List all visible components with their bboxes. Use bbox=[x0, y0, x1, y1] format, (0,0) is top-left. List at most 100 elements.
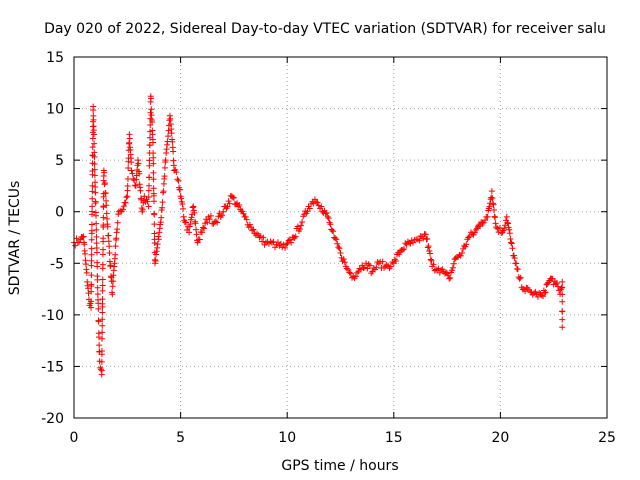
data-point bbox=[433, 266, 440, 273]
data-point bbox=[102, 189, 109, 196]
data-point bbox=[363, 260, 370, 267]
data-point bbox=[514, 266, 521, 273]
data-point bbox=[387, 263, 394, 270]
data-point bbox=[107, 262, 114, 269]
data-point bbox=[83, 269, 90, 276]
data-point bbox=[136, 170, 143, 177]
data-point bbox=[99, 287, 106, 294]
data-point bbox=[516, 275, 523, 282]
data-point bbox=[508, 239, 515, 246]
data-point bbox=[488, 194, 495, 201]
data-point bbox=[147, 115, 154, 122]
data-point bbox=[177, 186, 184, 193]
data-point bbox=[85, 290, 92, 297]
data-point bbox=[106, 243, 113, 250]
data-point bbox=[94, 263, 101, 270]
data-point bbox=[89, 195, 96, 202]
data-point bbox=[427, 250, 434, 257]
data-point bbox=[180, 205, 187, 212]
data-point bbox=[137, 187, 144, 194]
data-point bbox=[120, 203, 127, 210]
data-point bbox=[95, 318, 102, 325]
data-point bbox=[150, 154, 157, 161]
data-point bbox=[314, 199, 321, 206]
data-point bbox=[89, 135, 96, 142]
data-point bbox=[484, 213, 491, 220]
data-point bbox=[259, 238, 266, 245]
data-point bbox=[436, 269, 443, 276]
data-point bbox=[508, 240, 515, 247]
data-point bbox=[174, 176, 181, 183]
data-point bbox=[99, 329, 106, 336]
data-point bbox=[125, 164, 132, 171]
data-point bbox=[150, 176, 157, 183]
data-point bbox=[427, 256, 434, 263]
data-point bbox=[146, 157, 153, 164]
data-point bbox=[89, 182, 96, 189]
data-point bbox=[511, 255, 518, 262]
data-point bbox=[114, 226, 121, 233]
data-point bbox=[482, 217, 489, 224]
data-point bbox=[98, 358, 105, 365]
data-point bbox=[522, 288, 529, 295]
data-point bbox=[162, 157, 169, 164]
data-point bbox=[99, 335, 106, 342]
data-point bbox=[175, 177, 182, 184]
data-point bbox=[99, 276, 106, 283]
data-point bbox=[401, 245, 408, 252]
data-point bbox=[88, 221, 95, 228]
data-point bbox=[155, 233, 162, 240]
data-point bbox=[311, 196, 318, 203]
data-point bbox=[559, 278, 566, 285]
y-tick-label: -15 bbox=[41, 359, 64, 375]
chart-title: Day 020 of 2022, Sidereal Day-to-day VTE… bbox=[44, 21, 606, 37]
data-point bbox=[318, 203, 325, 210]
data-point bbox=[99, 282, 106, 289]
data-point bbox=[416, 237, 423, 244]
data-point bbox=[100, 235, 107, 242]
data-point bbox=[149, 139, 156, 146]
data-point bbox=[214, 219, 221, 226]
data-point bbox=[122, 199, 129, 206]
data-point bbox=[534, 293, 541, 300]
data-point bbox=[98, 347, 105, 354]
data-point bbox=[128, 159, 135, 166]
y-tick-label: 10 bbox=[46, 102, 64, 118]
data-point bbox=[477, 223, 484, 230]
data-point bbox=[88, 236, 95, 243]
data-point bbox=[180, 213, 187, 220]
data-point bbox=[178, 195, 185, 202]
data-point bbox=[383, 261, 390, 268]
data-point bbox=[95, 305, 102, 312]
data-point bbox=[97, 364, 104, 371]
data-point bbox=[161, 164, 168, 171]
data-point bbox=[89, 188, 96, 195]
data-point bbox=[100, 246, 107, 253]
data-point bbox=[352, 273, 359, 280]
data-point bbox=[100, 203, 107, 210]
data-point bbox=[150, 169, 157, 176]
data-point bbox=[478, 219, 485, 226]
data-point bbox=[224, 203, 231, 210]
data-point bbox=[446, 275, 453, 282]
data-point bbox=[161, 173, 168, 180]
data-point bbox=[95, 334, 102, 341]
data-point bbox=[493, 224, 500, 231]
data-point bbox=[113, 229, 120, 236]
data-point bbox=[207, 212, 214, 219]
data-point bbox=[188, 214, 195, 221]
data-point bbox=[170, 148, 177, 155]
data-point bbox=[492, 214, 499, 221]
data-point bbox=[151, 240, 158, 247]
data-point bbox=[159, 204, 166, 211]
data-point bbox=[257, 233, 264, 240]
data-point bbox=[193, 231, 200, 238]
data-point bbox=[282, 244, 289, 251]
data-point bbox=[361, 264, 368, 271]
data-point bbox=[101, 169, 108, 176]
data-point bbox=[513, 260, 520, 267]
data-point bbox=[159, 199, 166, 206]
data-point bbox=[559, 316, 566, 323]
data-point bbox=[277, 240, 284, 247]
